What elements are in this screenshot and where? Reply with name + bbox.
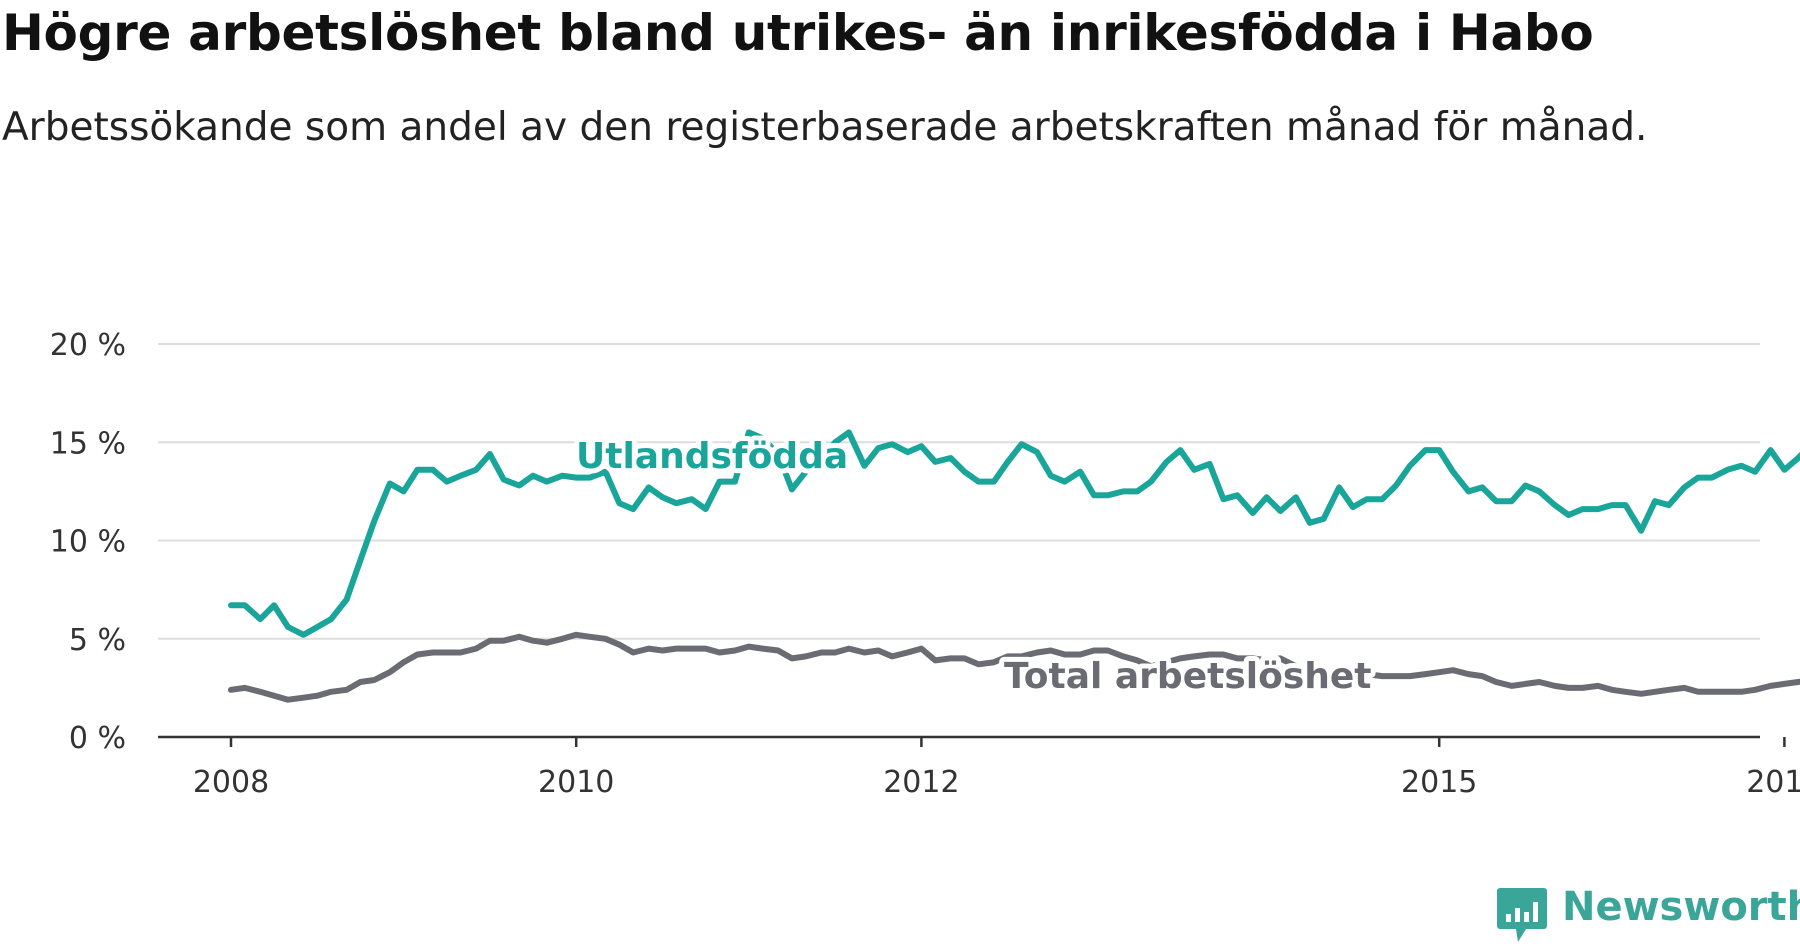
- series-lines: [228, 429, 1800, 703]
- x-tick-label: 2010: [538, 765, 614, 800]
- series-name-label-utlandsfodda: Utlandsfödda: [576, 436, 848, 477]
- brand: Newsworthy: [1494, 884, 1800, 944]
- gridlines: [158, 343, 1760, 640]
- newsworthy-logo-icon: [1497, 888, 1547, 942]
- y-tick-label: 5 %: [69, 623, 126, 658]
- series-name-label-total: Total arbetslöshet: [1004, 656, 1372, 697]
- chart-subtitle: Arbetssökande som andel av den registerb…: [2, 105, 1648, 150]
- x-tick-label: 2015: [1401, 765, 1477, 800]
- x-tick-label: 2012: [883, 765, 959, 800]
- series-labels: 13,2 %Utlandsfödda3,6 %Total arbetslöshe…: [571, 431, 1377, 702]
- y-tick-label: 0 %: [69, 721, 126, 756]
- y-tick-label: 10 %: [50, 525, 126, 560]
- series-line-utlandsfodda: [228, 429, 1800, 638]
- x-axis-ticks: 20082010201220152017202020222024: [193, 737, 1800, 800]
- x-tick-label: 2017: [1746, 765, 1800, 800]
- x-tick-label: 2008: [193, 765, 269, 800]
- y-axis-tick-labels: 0 % 5 % 10 % 15 % 20 %: [50, 328, 126, 756]
- series-line-total: [228, 631, 1800, 703]
- y-tick-label: 15 %: [50, 426, 126, 461]
- chart-title: Högre arbetslöshet bland utrikes- än inr…: [2, 4, 1594, 62]
- brand-name: Newsworthy: [1562, 884, 1800, 930]
- y-tick-label: 20 %: [50, 328, 126, 363]
